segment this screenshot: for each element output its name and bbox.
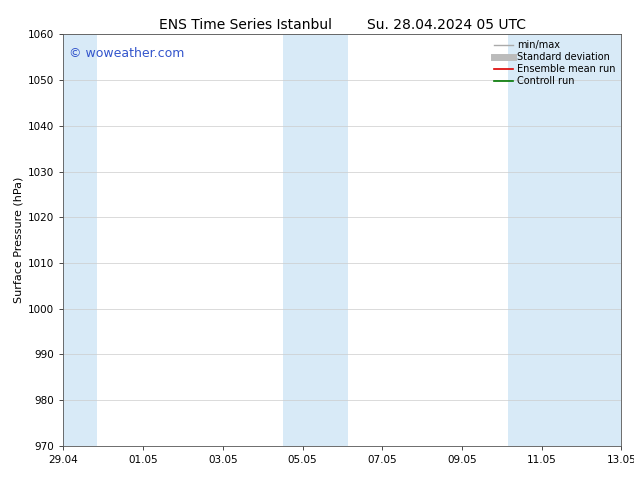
Legend: min/max, Standard deviation, Ensemble mean run, Controll run: min/max, Standard deviation, Ensemble me…: [491, 37, 618, 89]
Bar: [508, 34, 625, 446]
Text: © woweather.com: © woweather.com: [69, 47, 184, 60]
Bar: [60, 34, 97, 446]
Y-axis label: Surface Pressure (hPa): Surface Pressure (hPa): [14, 177, 24, 303]
Title: ENS Time Series Istanbul        Su. 28.04.2024 05 UTC: ENS Time Series Istanbul Su. 28.04.2024 …: [159, 18, 526, 32]
Bar: [283, 34, 348, 446]
